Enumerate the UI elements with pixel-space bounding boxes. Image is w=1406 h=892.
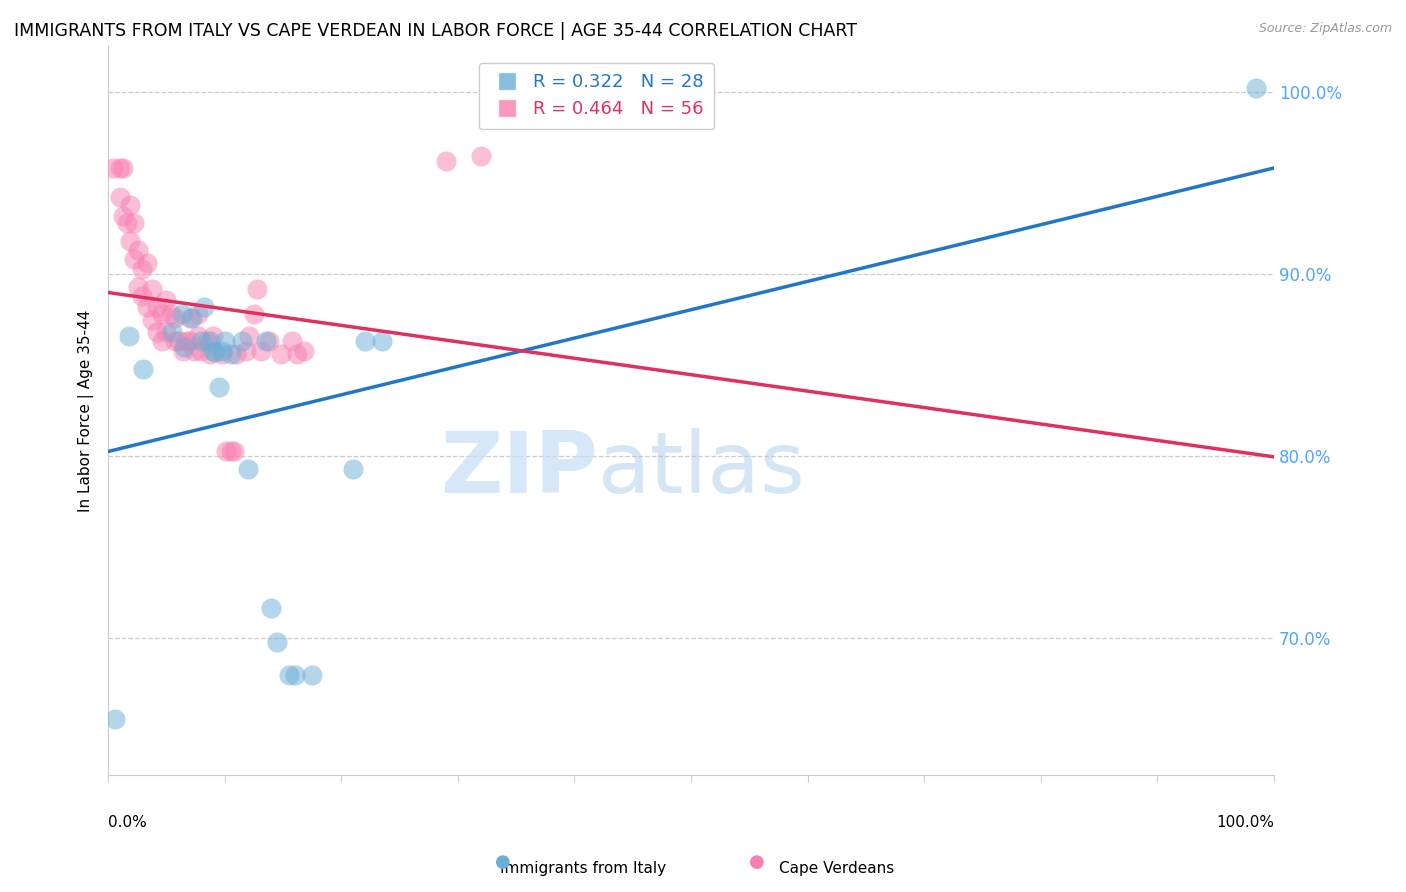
Point [141, 312, 163, 326]
Point [225, 347, 247, 361]
Point [179, 334, 201, 349]
Point [236, 462, 259, 476]
Point [260, 600, 283, 615]
Point [292, 343, 315, 358]
Point [277, 668, 299, 682]
Point [215, 443, 238, 458]
Point [120, 198, 142, 212]
Point [179, 310, 201, 325]
Point [250, 343, 273, 358]
Point [270, 347, 292, 361]
Point [172, 343, 194, 358]
Point [135, 300, 157, 314]
Point [131, 289, 153, 303]
Point [160, 307, 183, 321]
Point [135, 256, 157, 270]
Point [238, 329, 260, 343]
Y-axis label: In Labor Force | Age 35-44: In Labor Force | Age 35-44 [79, 310, 94, 512]
Point [198, 347, 221, 361]
Point [195, 334, 218, 349]
Point [254, 334, 277, 349]
Point [246, 282, 269, 296]
Text: ●: ● [748, 854, 765, 871]
Point [434, 154, 457, 169]
Point [187, 329, 209, 343]
Point [214, 334, 236, 349]
Text: ZIP: ZIP [440, 427, 598, 510]
Point [281, 334, 304, 349]
Point [170, 307, 193, 321]
Point [190, 343, 212, 358]
Point [202, 343, 225, 358]
Text: Immigrants from Italy: Immigrants from Italy [501, 861, 666, 876]
Point [1246, 81, 1268, 95]
Point [122, 216, 145, 230]
Point [219, 443, 242, 458]
Point [112, 161, 135, 176]
Text: Cape Verdeans: Cape Verdeans [779, 861, 894, 876]
Point [301, 668, 323, 682]
Point [127, 279, 149, 293]
Text: 0.0%: 0.0% [108, 815, 146, 830]
Text: atlas: atlas [598, 427, 806, 510]
Point [163, 334, 186, 349]
Point [118, 329, 141, 343]
Point [219, 347, 242, 361]
Point [208, 380, 231, 394]
Point [174, 334, 197, 349]
Point [211, 343, 233, 358]
Point [169, 334, 191, 349]
Point [257, 334, 280, 349]
Text: ●: ● [495, 854, 512, 871]
Point [235, 343, 257, 358]
Point [132, 361, 155, 376]
Point [104, 712, 127, 726]
Point [162, 326, 184, 340]
Point [243, 307, 266, 321]
Point [342, 462, 364, 476]
Point [112, 209, 135, 223]
Point [150, 307, 173, 321]
Text: Source: ZipAtlas.com: Source: ZipAtlas.com [1258, 22, 1392, 36]
Text: 100.0%: 100.0% [1216, 815, 1274, 830]
Point [284, 668, 307, 682]
Point [231, 334, 253, 349]
Point [187, 307, 209, 321]
Point [222, 443, 245, 458]
Point [108, 190, 131, 204]
Point [108, 161, 131, 176]
Point [163, 310, 186, 325]
Point [183, 343, 205, 358]
Point [371, 334, 394, 349]
Point [146, 300, 169, 314]
Point [173, 340, 195, 354]
Point [122, 252, 145, 267]
Point [146, 326, 169, 340]
Point [181, 310, 204, 325]
Point [101, 161, 124, 176]
Point [141, 282, 163, 296]
Point [155, 293, 177, 307]
Point [204, 345, 226, 359]
Point [127, 244, 149, 258]
Point [193, 300, 215, 314]
Point [190, 334, 212, 349]
Point [266, 635, 288, 649]
Point [202, 329, 225, 343]
Point [155, 326, 177, 340]
Point [131, 261, 153, 276]
Point [115, 216, 138, 230]
Point [150, 334, 173, 349]
Legend: R = 0.322   N = 28, R = 0.464   N = 56: R = 0.322 N = 28, R = 0.464 N = 56 [478, 62, 714, 129]
Point [353, 334, 375, 349]
Point [285, 347, 308, 361]
Point [470, 148, 492, 162]
Point [120, 234, 142, 248]
Point [211, 347, 233, 361]
Text: IMMIGRANTS FROM ITALY VS CAPE VERDEAN IN LABOR FORCE | AGE 35-44 CORRELATION CHA: IMMIGRANTS FROM ITALY VS CAPE VERDEAN IN… [14, 22, 858, 40]
Point [198, 334, 221, 349]
